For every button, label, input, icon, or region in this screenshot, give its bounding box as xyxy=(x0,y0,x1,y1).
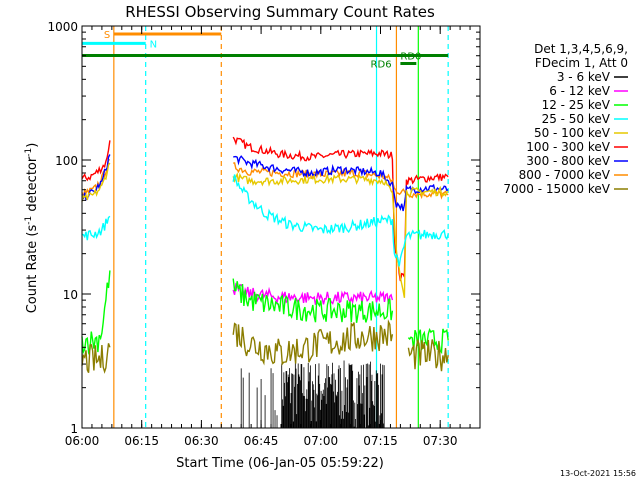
y-axis-label-part: -1 xyxy=(24,216,34,225)
series-line-segment xyxy=(81,140,111,182)
x-tick-label: 07:30 xyxy=(423,434,458,448)
y-tick-label: 10 xyxy=(63,288,78,302)
x-tick-label: 07:00 xyxy=(304,434,339,448)
series-line-segment xyxy=(407,327,449,355)
y-tick-label: 1 xyxy=(70,422,78,436)
series-line xyxy=(81,270,449,355)
legend-entry-label: 3 - 6 keV xyxy=(557,70,611,84)
flag-label: RD6 xyxy=(371,60,392,71)
series-line-segment xyxy=(407,339,449,372)
series-line-segment xyxy=(232,136,449,282)
series-line-segment xyxy=(81,270,111,355)
x-tick-label: 06:45 xyxy=(244,434,279,448)
series-line xyxy=(81,136,449,282)
legend-entry-label: 50 - 100 keV xyxy=(534,126,611,140)
series-line-segment xyxy=(233,155,449,212)
legend-entry-label: 25 - 50 keV xyxy=(542,112,611,126)
series-line-segment xyxy=(232,278,394,323)
series-line-segment xyxy=(232,174,449,267)
series-line-segment xyxy=(81,158,111,198)
series-line xyxy=(81,162,449,298)
series-line-segment xyxy=(81,215,111,241)
legend-header: FDecim 1, Att 0 xyxy=(535,56,628,70)
x-tick-label: 06:30 xyxy=(184,434,219,448)
series-line-segment xyxy=(232,282,394,306)
legend: Det 1,3,4,5,6,9,FDecim 1, Att 03 - 6 keV… xyxy=(503,42,628,196)
y-axis-label-part: -1 xyxy=(24,148,34,157)
plot-frame xyxy=(81,25,481,429)
series-3-6-kev xyxy=(240,360,385,428)
y-axis-label: Count Rate (s-1 detector-1) xyxy=(24,143,40,314)
y-axis-label-part: ) xyxy=(25,143,40,148)
plot-area: S N RD0 RD6 06:00 06:15 06:30 06:45 07:00 07:15 07… xyxy=(47,20,481,448)
series-line-segment xyxy=(232,172,449,298)
y-tick-label: 1000 xyxy=(47,20,78,34)
x-tick-label: 07:15 xyxy=(363,434,398,448)
y-axis-label-part: Count Rate (s xyxy=(25,225,40,314)
series-line-segment xyxy=(81,343,111,374)
series-line xyxy=(81,174,449,267)
flag-label: RD0 xyxy=(400,51,421,62)
x-tick-label: 06:15 xyxy=(124,434,159,448)
legend-entry-label: 100 - 300 keV xyxy=(526,140,610,154)
legend-header: Det 1,3,4,5,6,9, xyxy=(534,42,628,56)
legend-entry-label: 12 - 25 keV xyxy=(542,98,611,112)
series-line-segment xyxy=(232,319,394,366)
flag-label: S xyxy=(104,30,110,41)
legend-entry-label: 6 - 12 keV xyxy=(549,84,611,98)
x-tick-label: 06:00 xyxy=(65,434,100,448)
legend-entry-label: 800 - 7000 keV xyxy=(519,168,611,182)
legend-entry-label: 300 - 800 keV xyxy=(526,154,610,168)
chart-title: RHESSI Observing Summary Count Rates xyxy=(125,3,435,21)
flag-label: N xyxy=(150,39,157,50)
x-axis-label: Start Time (06-Jan-05 05:59:22) xyxy=(176,456,384,471)
timestamp-stamp: 13-Oct-2021 15:56 xyxy=(560,469,636,478)
series-line-segment xyxy=(81,162,111,202)
y-tick-label: 100 xyxy=(55,154,78,168)
series-line xyxy=(81,319,449,374)
legend-entry-label: 7000 - 15000 keV xyxy=(503,182,610,196)
series-line xyxy=(232,282,394,306)
y-axis-label-part: detector xyxy=(25,156,40,216)
